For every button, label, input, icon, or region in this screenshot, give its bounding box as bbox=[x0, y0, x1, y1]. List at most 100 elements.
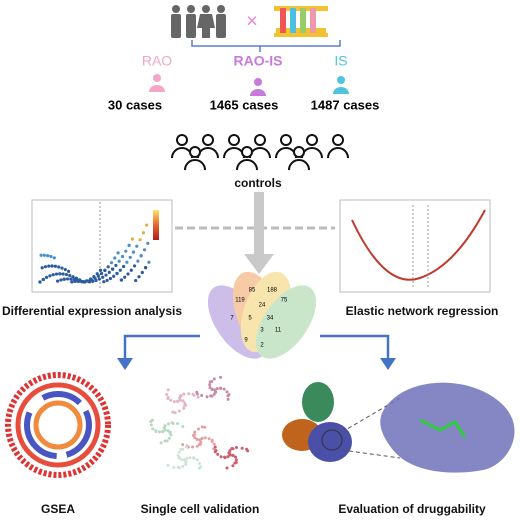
cell-point bbox=[246, 449, 250, 453]
cell-point bbox=[210, 379, 214, 383]
cell-point bbox=[195, 458, 199, 462]
volcano-point bbox=[105, 278, 109, 282]
volcano-point bbox=[112, 274, 116, 278]
cell-point bbox=[212, 377, 216, 381]
venn-count: 11 bbox=[275, 328, 282, 334]
down-arrow bbox=[244, 192, 274, 274]
cell-point bbox=[197, 427, 201, 431]
cell-point bbox=[210, 439, 214, 443]
cell-point bbox=[212, 442, 216, 446]
cell-point bbox=[234, 446, 238, 450]
volcano-point bbox=[109, 261, 114, 265]
volcano-point bbox=[118, 268, 122, 272]
volcano-point bbox=[50, 264, 54, 268]
volcano-point bbox=[134, 278, 138, 283]
volcano-point bbox=[125, 260, 129, 264]
volcano-point bbox=[69, 277, 73, 281]
cell-point bbox=[207, 437, 211, 441]
volcano-point bbox=[39, 253, 43, 257]
cell-point bbox=[184, 462, 188, 466]
venn-count: 7 bbox=[230, 316, 234, 322]
panel-label: Single cell validation bbox=[141, 502, 260, 516]
person bbox=[228, 134, 240, 146]
cell-point bbox=[188, 456, 192, 460]
panel-label: Evaluation of druggability bbox=[338, 502, 486, 516]
cell-point bbox=[182, 392, 186, 396]
cell-point bbox=[231, 464, 235, 468]
cell-point bbox=[182, 406, 186, 410]
volcano-point bbox=[95, 272, 99, 276]
venn-count: 2 bbox=[260, 343, 264, 349]
volcano-point bbox=[136, 259, 140, 263]
volcano-point bbox=[114, 263, 118, 268]
cell-point bbox=[169, 433, 173, 437]
volcano-point bbox=[83, 280, 87, 284]
cell-point bbox=[166, 463, 170, 467]
cell-point bbox=[172, 466, 176, 470]
volcano-point bbox=[120, 254, 125, 259]
volcano-point bbox=[89, 277, 93, 281]
volcano-point bbox=[74, 276, 78, 280]
volcano-point bbox=[64, 272, 68, 277]
cell-point bbox=[219, 375, 223, 379]
cell-point bbox=[231, 454, 235, 458]
cell-point bbox=[166, 388, 170, 392]
venn-count: 9 bbox=[244, 338, 248, 344]
volcano-point bbox=[70, 280, 74, 284]
person bbox=[202, 134, 214, 146]
volcano-point bbox=[133, 264, 137, 268]
cell-point bbox=[171, 421, 175, 425]
venn-count: 3 bbox=[260, 328, 264, 334]
volcano-point bbox=[119, 278, 123, 282]
volcano-point bbox=[123, 275, 127, 279]
person bbox=[189, 146, 201, 158]
cell-point bbox=[169, 398, 173, 402]
volcano-point bbox=[40, 266, 44, 270]
controls-label: controls bbox=[234, 176, 282, 190]
volcano-point bbox=[137, 275, 141, 279]
patients-icon bbox=[171, 5, 226, 38]
volcano-point bbox=[68, 273, 72, 278]
volcano-point bbox=[102, 280, 106, 284]
cell-point bbox=[231, 447, 235, 451]
cell-point bbox=[183, 401, 187, 405]
case-count: 1465 cases bbox=[210, 97, 279, 112]
venn-count: 85 bbox=[249, 288, 256, 294]
volcano-point bbox=[58, 272, 62, 276]
cell-point bbox=[240, 446, 244, 450]
volcano-point bbox=[51, 273, 55, 277]
volcano-point bbox=[54, 272, 59, 276]
volcano-point bbox=[126, 272, 130, 276]
group-label: RAO-IS bbox=[234, 53, 283, 69]
volcano-point bbox=[135, 244, 139, 248]
person bbox=[176, 134, 188, 146]
cell-point bbox=[205, 395, 209, 399]
cell-point bbox=[213, 388, 217, 392]
person bbox=[241, 146, 253, 158]
cell-point bbox=[208, 383, 212, 387]
cell-point bbox=[193, 430, 197, 434]
volcano-point bbox=[62, 277, 66, 281]
cell-point bbox=[172, 400, 176, 404]
person bbox=[280, 134, 292, 146]
cell-point bbox=[233, 461, 237, 465]
cell-point bbox=[180, 458, 184, 462]
cell-point bbox=[166, 395, 170, 399]
person bbox=[223, 147, 245, 159]
volcano-point bbox=[79, 279, 83, 283]
cell-point bbox=[167, 422, 171, 426]
times-sign: × bbox=[246, 10, 258, 32]
cell-point bbox=[192, 456, 196, 460]
elastic-net-plot bbox=[339, 199, 491, 293]
volcano-point bbox=[104, 273, 108, 277]
cell-point bbox=[219, 455, 223, 459]
volcano-point bbox=[45, 275, 49, 279]
cell-point bbox=[196, 395, 200, 399]
cell-point bbox=[198, 442, 202, 446]
cell-point bbox=[225, 466, 229, 470]
volcano-point bbox=[140, 270, 144, 275]
cell-point bbox=[214, 448, 218, 452]
volcano-point bbox=[59, 278, 63, 282]
person bbox=[171, 147, 193, 159]
volcano-point bbox=[138, 238, 142, 242]
